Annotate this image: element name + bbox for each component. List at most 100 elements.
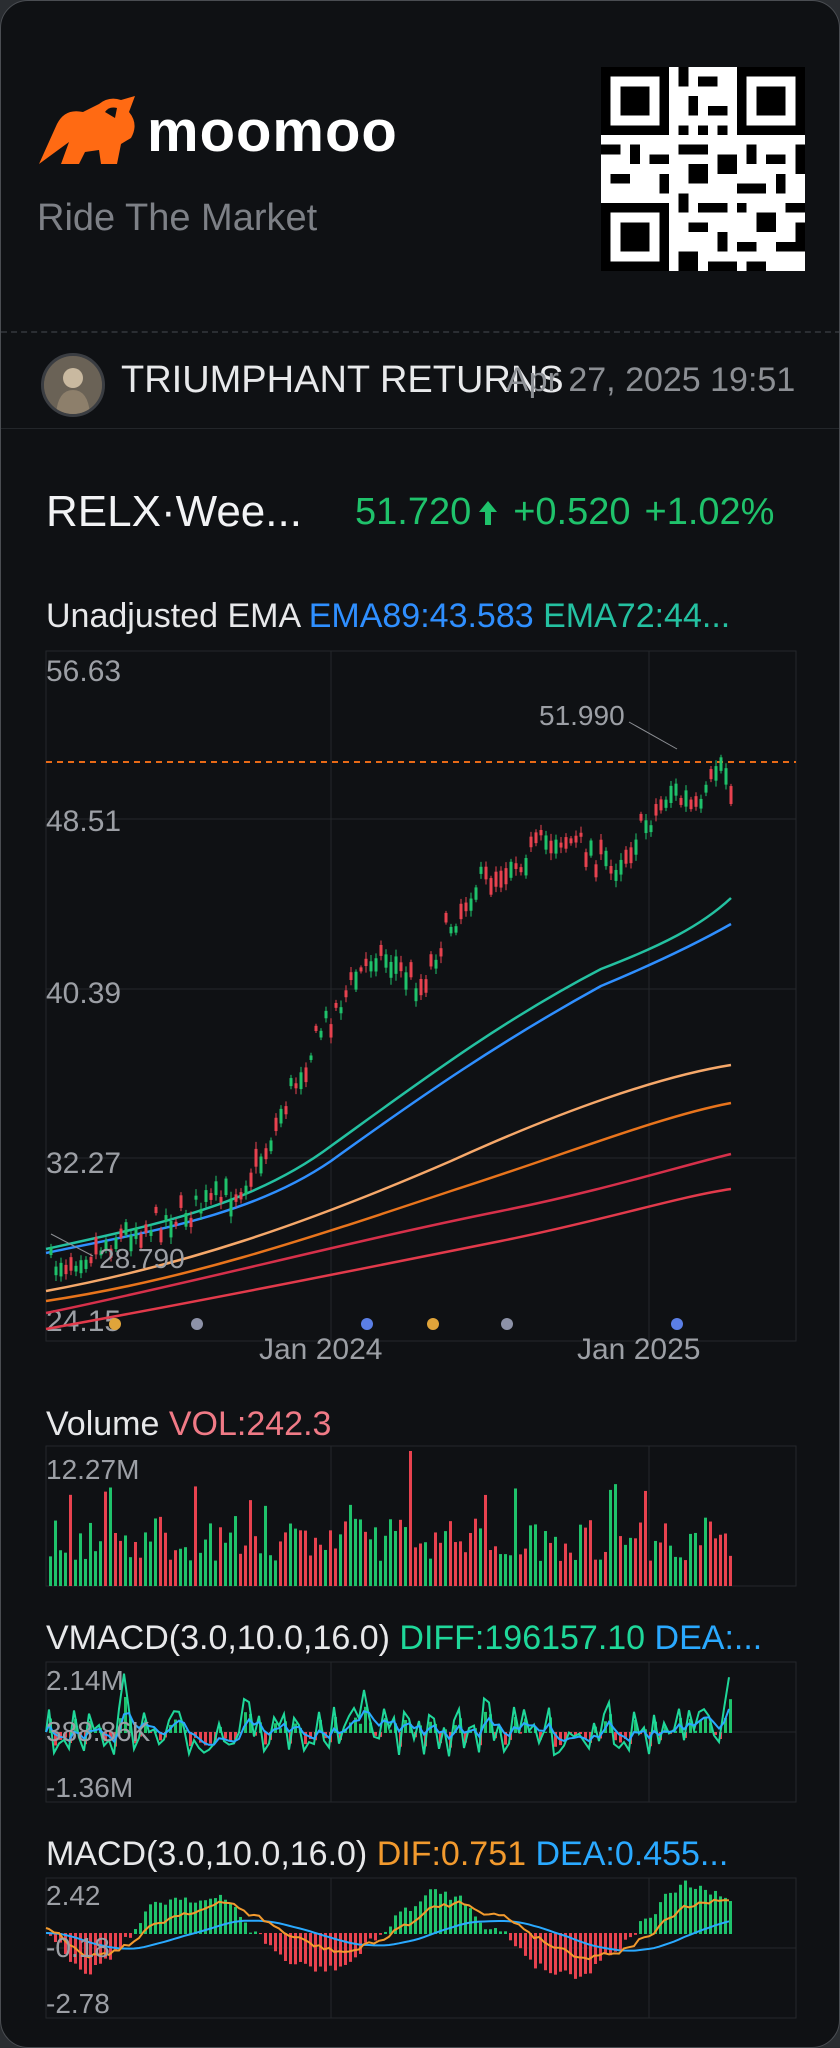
volume-bar xyxy=(534,1524,537,1586)
candle-body xyxy=(289,1078,293,1087)
volume-bar xyxy=(389,1519,392,1586)
volume-bar xyxy=(694,1532,697,1586)
volume-bar xyxy=(244,1545,247,1586)
volume-bar xyxy=(654,1540,657,1586)
volume-bar xyxy=(664,1523,667,1586)
high-leader-line xyxy=(628,721,678,750)
macd-bar xyxy=(624,1933,627,1940)
post-author[interactable]: TRIUMPHANT RETURNS xyxy=(121,359,564,401)
vmacd-bar xyxy=(389,1729,392,1733)
candle-body xyxy=(324,1010,328,1019)
vmacd-chart[interactable]: 2.14M 388.86K -1.36M xyxy=(1,1657,840,1807)
volume-bar xyxy=(409,1451,412,1586)
macd-chart[interactable]: 2.42 -0.18 -2.78 xyxy=(1,1873,840,2023)
macd-bar xyxy=(49,1933,52,1936)
event-markers[interactable] xyxy=(109,1318,683,1330)
candle-body xyxy=(129,1235,133,1252)
candle-body xyxy=(674,783,678,796)
candlesticks xyxy=(49,754,733,1282)
macd-bar xyxy=(489,1929,492,1934)
candle-body xyxy=(634,839,638,855)
candle-body xyxy=(424,979,428,993)
macd-bar xyxy=(474,1916,477,1934)
candle-body xyxy=(574,835,578,843)
macd-bar xyxy=(409,1911,412,1934)
candle-body xyxy=(619,859,623,875)
volume-bar xyxy=(464,1552,467,1586)
volume-bar xyxy=(444,1531,447,1586)
vmacd-bar xyxy=(384,1718,387,1733)
candle-body xyxy=(174,1221,178,1226)
candle-body xyxy=(259,1156,263,1174)
price-chart[interactable]: 56.63 48.51 40.39 32.27 24.15 Jan 2024 J… xyxy=(1,641,840,1371)
candle-body xyxy=(284,1106,288,1115)
candle-body xyxy=(109,1248,113,1258)
candle-body xyxy=(219,1196,223,1203)
vmacd-diff-value: DIFF:196157.10 xyxy=(399,1619,646,1657)
macd-bar xyxy=(94,1933,97,1965)
y-tick-label: -2.78 xyxy=(46,1988,110,2019)
vmacd-dea-line xyxy=(45,1708,730,1746)
macd-bar xyxy=(119,1933,122,1949)
vmacd-bar xyxy=(54,1732,57,1746)
candle-body xyxy=(564,837,568,849)
volume-bar xyxy=(714,1538,717,1586)
vmacd-bar xyxy=(439,1732,442,1744)
y-tick-label: -0.18 xyxy=(46,1932,110,1963)
volume-bar xyxy=(589,1520,592,1586)
macd-bar xyxy=(704,1889,707,1934)
vmacd-bar xyxy=(489,1714,492,1733)
candle-body xyxy=(544,835,548,850)
volume-bar xyxy=(674,1556,677,1586)
macd-bar xyxy=(114,1933,117,1950)
macd-bar xyxy=(324,1933,327,1972)
vmacd-bar xyxy=(464,1732,467,1743)
candle-body xyxy=(64,1264,68,1275)
macd-dea-line xyxy=(45,1919,730,1952)
candle-body xyxy=(134,1227,138,1239)
macd-bar xyxy=(299,1933,302,1962)
macd-bar xyxy=(229,1902,232,1934)
volume-bar xyxy=(619,1536,622,1586)
candle-body xyxy=(529,836,533,848)
volume-bar xyxy=(414,1547,417,1586)
macd-bar xyxy=(524,1933,527,1956)
vmacd-bar xyxy=(374,1732,377,1736)
volume-bar xyxy=(489,1550,492,1586)
candle-body xyxy=(234,1194,238,1202)
ema89-value: EMA89:43.583 xyxy=(308,597,534,635)
candle-body xyxy=(89,1257,93,1264)
macd-dif-value: DIF:0.751 xyxy=(376,1835,527,1873)
macd-bar xyxy=(369,1933,372,1939)
macd-bar xyxy=(514,1933,517,1947)
volume-bar xyxy=(509,1555,512,1586)
candle-body xyxy=(504,868,508,885)
price-change-percent: +1.02% xyxy=(644,491,775,533)
candle-body xyxy=(104,1240,108,1251)
candle-body xyxy=(334,1002,338,1008)
volume-bar xyxy=(394,1530,397,1586)
vmacd-bar xyxy=(634,1719,637,1733)
volume-bar xyxy=(319,1544,322,1586)
macd-bar xyxy=(544,1933,547,1971)
vmacd-bar xyxy=(369,1722,372,1733)
vmacd-bar xyxy=(554,1732,557,1747)
vmacd-bar xyxy=(304,1732,307,1745)
macd-bar xyxy=(499,1931,502,1934)
macd-bar xyxy=(79,1933,82,1970)
volume-bar xyxy=(429,1558,432,1586)
volume-bar xyxy=(479,1528,482,1586)
volume-bar xyxy=(449,1521,452,1586)
volume-bar xyxy=(559,1560,562,1586)
volume-bar xyxy=(229,1532,232,1586)
macd-bar xyxy=(589,1933,592,1974)
candle-body xyxy=(344,990,348,998)
macd-bar xyxy=(259,1933,262,1935)
volume-chart[interactable]: 12.27M xyxy=(1,1441,840,1591)
ticker-symbol[interactable]: RELX·Wee... xyxy=(46,487,302,536)
volume-bar xyxy=(179,1548,182,1586)
volume-bar xyxy=(584,1527,587,1586)
avatar[interactable] xyxy=(41,353,105,417)
candle-body xyxy=(679,798,683,805)
vmacd-bar xyxy=(539,1732,542,1740)
